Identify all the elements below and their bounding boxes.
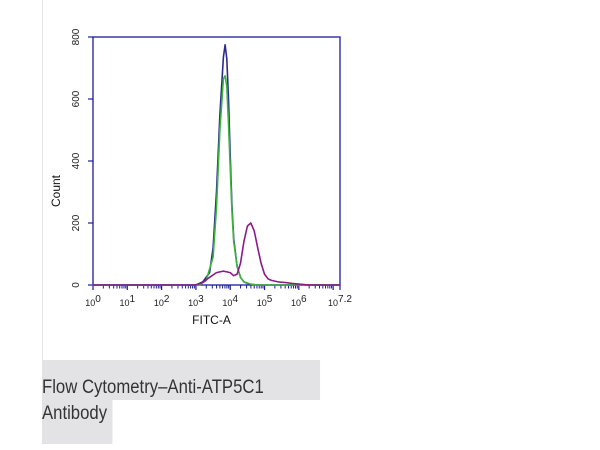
x-tick-label: 100 xyxy=(85,294,101,308)
x-tick-label: 103 xyxy=(188,294,204,308)
series-line-2 xyxy=(92,75,341,286)
y-tick-label: 800 xyxy=(71,28,82,45)
left-divider xyxy=(42,0,43,362)
x-tick-label: 102 xyxy=(154,294,170,308)
x-tick-label: 107.2 xyxy=(328,294,352,308)
plot-frame xyxy=(92,36,341,286)
x-tick-label: 105 xyxy=(257,294,273,308)
y-tick-label: 200 xyxy=(71,214,82,231)
series-group xyxy=(92,43,341,286)
caption-line-1: Flow Cytometry–Anti-ATP5C1 xyxy=(42,360,321,400)
series-line-3 xyxy=(92,222,341,286)
x-axis-label: FITC-A xyxy=(192,313,231,327)
x-tick-label: 106 xyxy=(291,294,307,308)
x-tick-label: 104 xyxy=(222,294,238,308)
x-tick-label: 101 xyxy=(120,294,136,308)
series-line-1 xyxy=(92,43,341,286)
y-axis-label: Count xyxy=(49,174,63,207)
y-tick-label: 400 xyxy=(71,152,82,169)
y-tick-label: 0 xyxy=(71,282,82,288)
histogram-chart: 0 200 400 600 800 100 101 102 103 104 105 106 107.2 F… xyxy=(49,28,352,327)
y-tick-label: 600 xyxy=(71,90,82,107)
labels-group: 0 200 400 600 800 100 101 102 103 104 105 106 107.2 F… xyxy=(49,28,352,327)
caption-line-2: Antibody xyxy=(42,400,113,444)
figure-caption: Flow Cytometry–Anti-ATP5C1 Antibody xyxy=(42,360,322,444)
